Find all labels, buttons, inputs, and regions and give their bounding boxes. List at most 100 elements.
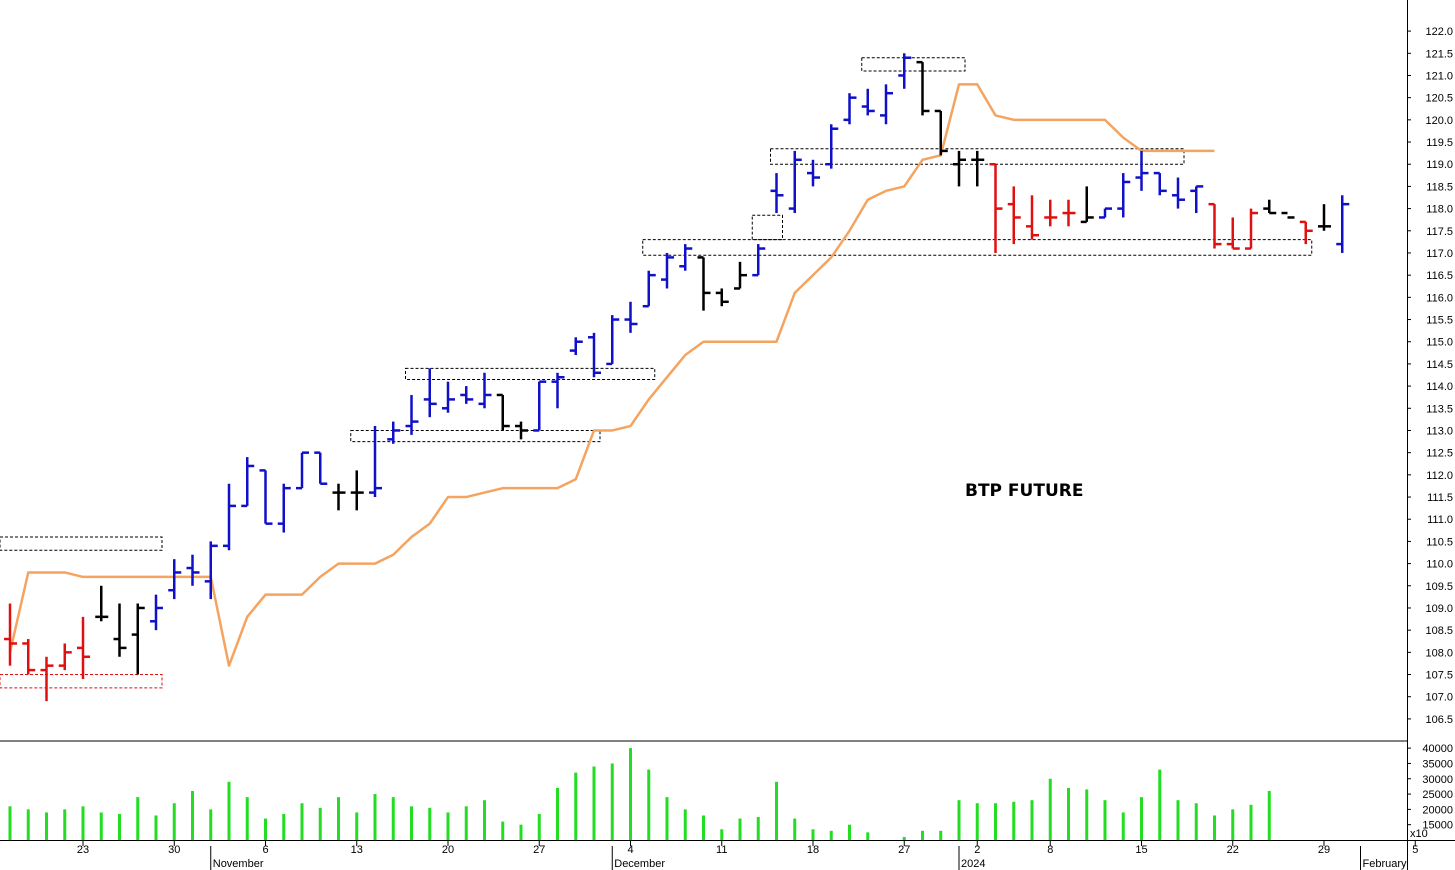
price-tick-label: 113.5 (1426, 403, 1453, 415)
price-tick-label: 109.0 (1425, 603, 1453, 615)
ohlc-bar (478, 372, 492, 409)
x-tick-label: 27 (533, 844, 545, 856)
ohlc-bar (1099, 207, 1112, 219)
ohlc-bar (1190, 185, 1204, 214)
x-tick-label: 5 (1412, 844, 1418, 856)
month-label: February (1363, 858, 1408, 870)
ohlc-bar (788, 150, 802, 214)
x-tick-label: 6 (262, 844, 268, 856)
ohlc-bar (679, 244, 693, 271)
price-tick-label: 108.0 (1425, 647, 1453, 659)
ohlc-bar (1007, 186, 1021, 245)
x-tick-label: 2 (974, 844, 980, 856)
price-tick-label: 119.0 (1426, 159, 1453, 171)
price-tick-label: 109.5 (1425, 581, 1453, 593)
ohlc-bar (277, 483, 291, 533)
zone-box-7 (861, 57, 966, 72)
ohlc-bar (1172, 177, 1185, 209)
x-tick-label: 22 (1227, 844, 1239, 856)
ohlc-bar (1062, 199, 1076, 227)
ohlc-bar (606, 315, 620, 366)
ohlc-bar (642, 270, 656, 308)
x-tick-label: 23 (77, 844, 89, 856)
ohlc-bar (40, 656, 54, 702)
zone-box-0 (0, 536, 163, 551)
ohlc-bar (423, 368, 437, 418)
ohlc-bar (1318, 204, 1331, 231)
x-tick-label: 11 (716, 844, 727, 856)
x-tick-label: 8 (1047, 844, 1053, 856)
price-tick-label: 121.5 (1425, 48, 1453, 60)
ohlc-bar (533, 380, 547, 432)
price-bars (4, 53, 1350, 702)
price-tick-label: 111.5 (1427, 492, 1453, 504)
price-tick-label: 118.0 (1426, 204, 1453, 216)
ohlc-bar (95, 585, 109, 622)
ohlc-bar (350, 470, 364, 511)
zone-box-2 (350, 429, 601, 443)
ohlc-bar (569, 337, 583, 356)
volume-tick-label: 35000 (1422, 758, 1453, 770)
price-tick-label: 119.5 (1426, 137, 1453, 149)
price-tick-label: 112.5 (1426, 448, 1453, 460)
ohlc-bar (752, 244, 766, 277)
ohlc-bar (241, 457, 255, 508)
ohlc-bar (1153, 171, 1167, 196)
price-tick-label: 115.0 (1426, 337, 1453, 349)
ohlc-bar (387, 421, 401, 444)
price-tick-label: 108.5 (1425, 625, 1453, 637)
ohlc-bar (843, 93, 857, 125)
ohlc-bar (1044, 199, 1058, 227)
ohlc-bar (405, 394, 419, 435)
price-tick-label: 122.0 (1425, 26, 1453, 38)
ohlc-bar (916, 60, 930, 116)
price-tick-label: 118.5 (1426, 181, 1453, 193)
price-tick-label: 111.0 (1427, 514, 1453, 526)
ohlc-bar (58, 643, 72, 671)
ohlc-bar (168, 559, 182, 600)
price-tick-label: 112.0 (1426, 470, 1453, 482)
ohlc-bar (496, 393, 510, 431)
volume-tick-label: 25000 (1422, 789, 1453, 801)
month-label: November (213, 858, 264, 870)
ohlc-bar (953, 150, 966, 187)
ohlc-bar (259, 469, 273, 525)
volume-multiplier-label: x10 (1410, 828, 1428, 840)
ohlc-bar (1245, 208, 1258, 250)
ohlc-bar (332, 483, 346, 511)
price-tick-label: 110.5 (1426, 536, 1453, 548)
ohlc-bar (624, 301, 638, 333)
ohlc-bar (1026, 195, 1039, 240)
zone-box-5 (751, 214, 783, 241)
price-tick-label: 116.5 (1426, 270, 1453, 282)
ohlc-bar (1299, 220, 1313, 245)
ohlc-bar (150, 594, 163, 631)
ohlc-bar (22, 639, 36, 675)
ohlc-bar (460, 386, 474, 404)
ohlc-bar (131, 603, 145, 675)
ohlc-bar (1226, 217, 1240, 250)
zone-box-4 (642, 239, 1313, 256)
ohlc-bar (1117, 173, 1131, 218)
price-tick-label: 116.0 (1426, 292, 1453, 304)
month-label: December (614, 858, 665, 870)
ohlc-bar (971, 150, 985, 187)
x-tick-label: 18 (807, 844, 819, 856)
ohlc-bar (697, 256, 711, 311)
ohlc-bar (989, 162, 1003, 253)
ohlc-bar (369, 426, 382, 498)
ohlc-bar (442, 381, 455, 413)
trailing-stop-line (8, 83, 1215, 667)
ohlc-bar (734, 261, 747, 290)
ohlc-bar (77, 616, 90, 679)
ohlc-bar (807, 159, 820, 187)
ohlc-bar (186, 554, 200, 586)
x-tick-label: 30 (168, 844, 180, 856)
ohlc-bar (551, 372, 565, 409)
price-tick-label: 114.0 (1426, 381, 1453, 393)
zone-box-3 (405, 367, 656, 380)
x-tick-label: 20 (442, 844, 454, 856)
ohlc-bar (1263, 199, 1277, 215)
ohlc-bar (515, 421, 528, 440)
